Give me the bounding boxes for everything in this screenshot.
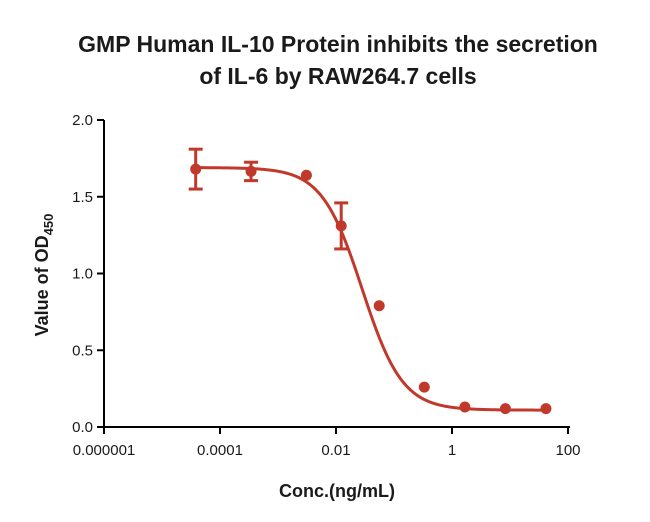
- data-point: [373, 300, 385, 312]
- x-tick-label: 0.0001: [197, 442, 243, 459]
- y-axis-label-main: Value of OD: [32, 235, 52, 336]
- y-axis-label: Value of OD450: [32, 214, 56, 337]
- data-point: [459, 401, 471, 413]
- chart-title-line-1: GMP Human IL-10 Protein inhibits the sec…: [78, 31, 598, 57]
- y-ticks: 0.0 0.5 1.0 1.5 2.0: [72, 112, 104, 436]
- x-tick-label: 1: [448, 442, 456, 459]
- x-tick-label: 0.01: [321, 442, 350, 459]
- data-point: [499, 403, 511, 415]
- y-axis-label-sub: 450: [41, 214, 56, 236]
- fit-curve: [195, 166, 546, 412]
- x-ticks: 0.000001 0.0001 0.01 1 100: [73, 427, 581, 459]
- data-point: [300, 169, 312, 181]
- data-point: [540, 403, 552, 415]
- y-tick-label: 2.0: [72, 112, 93, 129]
- y-tick-label: 0.5: [72, 342, 93, 359]
- y-tick-label: 1.0: [72, 266, 93, 283]
- x-tick-label: 0.000001: [73, 442, 136, 459]
- axes: [103, 120, 570, 428]
- data-point: [245, 165, 257, 177]
- data-points: [190, 163, 552, 415]
- chart-title-line-2: of IL-6 by RAW264.7 cells: [199, 63, 476, 89]
- data-point: [335, 220, 347, 232]
- data-point: [418, 381, 430, 393]
- data-point: [190, 163, 202, 175]
- x-axis-label: Conc.(ng/mL): [279, 481, 395, 501]
- y-tick-label: 0.0: [72, 419, 93, 436]
- y-tick-label: 1.5: [72, 189, 93, 206]
- x-tick-label: 100: [555, 442, 580, 459]
